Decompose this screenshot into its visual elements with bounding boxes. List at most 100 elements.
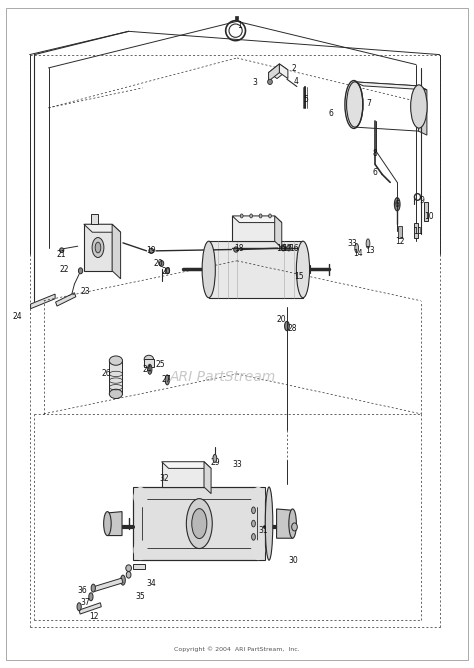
Text: 4: 4 [293, 77, 298, 86]
Text: 33: 33 [232, 460, 242, 469]
Polygon shape [355, 82, 427, 90]
Ellipse shape [284, 321, 289, 331]
Ellipse shape [265, 487, 273, 560]
Ellipse shape [133, 487, 147, 507]
Text: 20: 20 [162, 267, 171, 276]
Text: 28: 28 [287, 324, 297, 333]
Ellipse shape [234, 247, 238, 253]
Text: 18: 18 [235, 244, 244, 253]
Ellipse shape [60, 248, 64, 253]
Bar [414, 223, 419, 238]
Text: 29: 29 [211, 458, 220, 467]
Text: 13: 13 [365, 246, 375, 255]
Text: 10: 10 [424, 212, 434, 220]
Ellipse shape [268, 79, 273, 85]
Ellipse shape [292, 523, 297, 531]
Text: 34: 34 [146, 579, 156, 588]
Ellipse shape [252, 507, 255, 514]
Ellipse shape [251, 540, 265, 560]
Text: ARI PartStream: ARI PartStream [170, 370, 276, 384]
Ellipse shape [202, 241, 215, 298]
Polygon shape [84, 224, 112, 271]
Text: 19: 19 [146, 246, 156, 255]
Ellipse shape [186, 498, 212, 548]
Text: 36: 36 [78, 586, 87, 595]
Polygon shape [108, 512, 122, 536]
Polygon shape [235, 16, 238, 20]
Ellipse shape [296, 241, 310, 298]
Ellipse shape [104, 512, 111, 536]
Bar [424, 202, 428, 221]
Text: 27: 27 [162, 375, 171, 384]
Polygon shape [162, 462, 211, 468]
Ellipse shape [144, 355, 154, 363]
Text: 22: 22 [59, 265, 69, 274]
Ellipse shape [120, 575, 125, 585]
Ellipse shape [148, 364, 152, 374]
Text: 33: 33 [347, 239, 357, 248]
Text: 20: 20 [154, 259, 163, 268]
Ellipse shape [410, 85, 427, 128]
Polygon shape [133, 564, 145, 569]
Ellipse shape [92, 238, 104, 257]
Polygon shape [112, 224, 120, 279]
Ellipse shape [89, 593, 93, 601]
Bar [398, 226, 402, 238]
Ellipse shape [394, 198, 400, 211]
Text: 20: 20 [277, 315, 287, 324]
Ellipse shape [346, 82, 363, 127]
Ellipse shape [91, 584, 95, 592]
Ellipse shape [250, 214, 253, 218]
Ellipse shape [229, 24, 242, 37]
Text: 9: 9 [420, 196, 425, 206]
Polygon shape [31, 294, 55, 309]
Ellipse shape [259, 214, 262, 218]
Polygon shape [232, 216, 282, 222]
Ellipse shape [269, 214, 272, 218]
Ellipse shape [252, 534, 255, 540]
Text: 24: 24 [143, 365, 152, 374]
Polygon shape [162, 462, 204, 487]
Text: 6: 6 [395, 200, 400, 210]
Ellipse shape [366, 239, 370, 248]
Polygon shape [209, 241, 303, 298]
Ellipse shape [77, 603, 81, 611]
Text: 26: 26 [101, 369, 111, 377]
Ellipse shape [281, 246, 285, 251]
Ellipse shape [289, 509, 296, 538]
Ellipse shape [252, 520, 255, 527]
Text: 37: 37 [81, 599, 90, 607]
Text: 25: 25 [155, 360, 165, 369]
Polygon shape [232, 216, 275, 241]
Text: 31: 31 [259, 526, 268, 536]
Text: 2: 2 [291, 64, 296, 73]
Text: 17: 17 [283, 244, 292, 253]
Ellipse shape [240, 214, 243, 218]
Text: 16: 16 [276, 244, 286, 253]
Ellipse shape [251, 487, 265, 507]
Text: 12: 12 [90, 612, 99, 621]
Ellipse shape [95, 242, 101, 253]
Polygon shape [204, 462, 211, 494]
Text: 14: 14 [353, 249, 363, 258]
Ellipse shape [213, 454, 217, 462]
Polygon shape [79, 603, 101, 614]
Ellipse shape [126, 572, 131, 578]
Ellipse shape [126, 565, 131, 572]
Polygon shape [419, 86, 427, 135]
Text: 24: 24 [12, 311, 22, 321]
Text: 23: 23 [81, 287, 90, 296]
Text: 7: 7 [366, 100, 372, 108]
Polygon shape [109, 361, 122, 394]
Polygon shape [133, 487, 265, 560]
Polygon shape [269, 64, 279, 81]
Polygon shape [277, 509, 292, 538]
Polygon shape [269, 64, 288, 79]
Ellipse shape [286, 246, 291, 251]
Ellipse shape [149, 248, 154, 254]
Ellipse shape [159, 261, 164, 267]
Ellipse shape [165, 375, 169, 385]
Polygon shape [275, 216, 282, 248]
Ellipse shape [109, 356, 122, 365]
Text: 15: 15 [294, 272, 304, 281]
